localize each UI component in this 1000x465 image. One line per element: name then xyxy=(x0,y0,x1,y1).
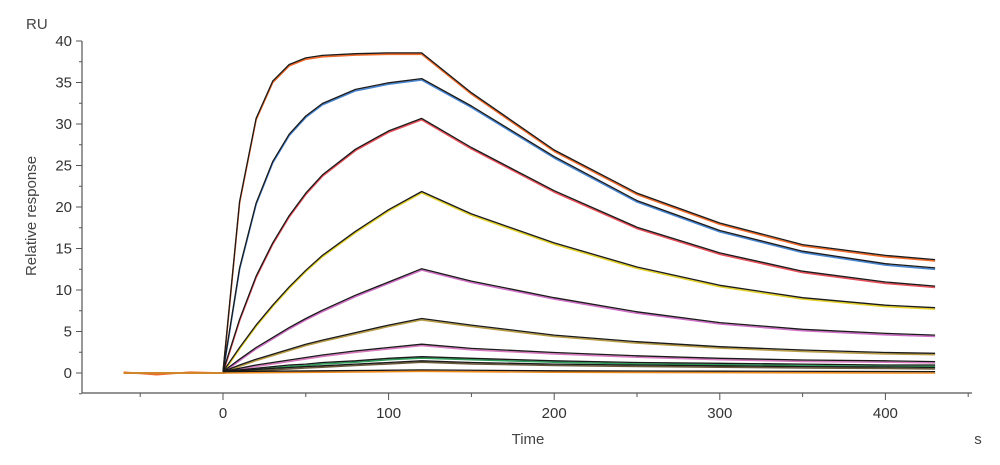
series-group xyxy=(123,52,936,376)
x-axis-title: Time xyxy=(512,431,545,448)
x-tick-label: 400 xyxy=(873,405,898,422)
x-tick-label: 200 xyxy=(542,405,567,422)
x-tick-label: 300 xyxy=(707,405,732,422)
response-curve xyxy=(123,370,936,374)
response-curve xyxy=(123,192,936,374)
fit-curve xyxy=(222,317,936,373)
fit-curve xyxy=(222,360,936,373)
x-tick-label: 100 xyxy=(376,405,401,422)
y-tick-label: 40 xyxy=(55,33,72,50)
y-axis-title: Relative response xyxy=(23,156,40,276)
x-tick-label: 0 xyxy=(219,405,227,422)
fit-curve xyxy=(222,190,936,372)
y-tick-label: 0 xyxy=(64,365,72,382)
y-tick-group: 0 5 10 15 20 25 30 35 40 xyxy=(55,33,82,395)
axes xyxy=(81,41,972,394)
x-unit-label: s xyxy=(974,431,982,448)
response-curve xyxy=(123,319,936,374)
y-tick-label: 20 xyxy=(55,199,72,216)
fit-curve xyxy=(222,369,936,373)
y-tick-label: 10 xyxy=(55,282,72,299)
y-tick-label: 5 xyxy=(64,324,72,341)
fit-curve xyxy=(222,77,936,372)
fit-curve xyxy=(222,343,936,373)
response-curve xyxy=(123,53,936,376)
y-unit-label: RU xyxy=(26,16,48,33)
response-curve xyxy=(123,79,936,374)
x-tick-group: 0 100 200 300 400 xyxy=(139,393,969,422)
fit-curve xyxy=(222,268,936,373)
fit-curve xyxy=(222,356,936,373)
y-tick-label: 15 xyxy=(55,241,72,258)
fit-curve xyxy=(222,117,936,372)
y-tick-label: 25 xyxy=(55,158,72,175)
y-tick-label: 30 xyxy=(55,116,72,133)
y-tick-label: 35 xyxy=(55,75,72,92)
fit-curve xyxy=(222,52,936,372)
response-curve xyxy=(123,269,936,374)
